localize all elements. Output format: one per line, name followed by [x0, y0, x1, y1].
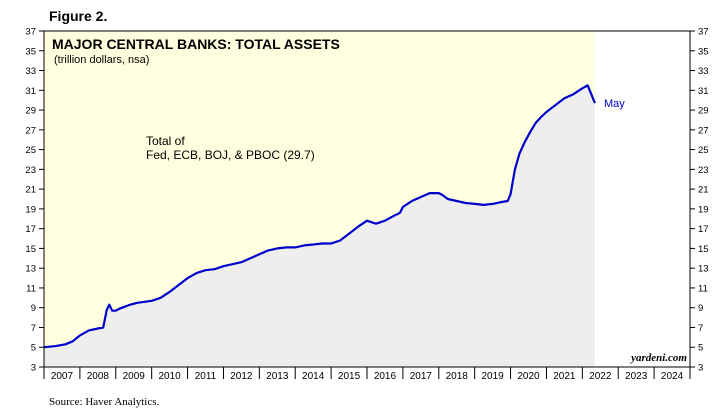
x-tick-label: 2016: [374, 371, 397, 382]
x-tick-label: 2019: [481, 371, 504, 382]
y-tick-label-left: 25: [25, 145, 36, 156]
y-tick-label-left: 3: [31, 363, 36, 374]
y-tick-label-right: 9: [698, 303, 703, 314]
y-tick-label-left: 35: [25, 46, 36, 57]
y-tick-label-right: 25: [698, 145, 709, 156]
x-tick-label: 2013: [266, 371, 289, 382]
x-tick-label: 2017: [410, 371, 433, 382]
x-tick-label: 2021: [553, 371, 576, 382]
y-tick-label-right: 3: [698, 363, 703, 374]
y-tick-label-right: 33: [698, 66, 709, 77]
y-tick-label-right: 23: [698, 165, 709, 176]
x-tick-label: 2008: [87, 371, 110, 382]
y-tick-label-left: 31: [25, 86, 36, 97]
y-tick-label-left: 13: [25, 264, 36, 275]
y-tick-label-left: 19: [25, 204, 36, 215]
y-tick-label-right: 31: [698, 86, 709, 97]
y-tick-label-left: 15: [25, 244, 36, 255]
x-tick-label: 2023: [625, 371, 648, 382]
x-tick-label: 2024: [661, 371, 684, 382]
y-tick-label-left: 5: [31, 343, 36, 354]
end-label: May: [604, 98, 625, 110]
y-tick-label-right: 21: [698, 185, 709, 196]
series-path: [43, 84, 596, 349]
y-tick-label-left: 37: [25, 27, 36, 38]
y-tick-label-left: 21: [25, 185, 36, 196]
y-tick-label-right: 5: [698, 343, 703, 354]
x-tick-label: 2012: [230, 371, 253, 382]
y-tick-label-right: 29: [698, 106, 709, 117]
y-tick-label-right: 35: [698, 46, 709, 57]
x-tick-label: 2009: [123, 371, 146, 382]
annotation-line-2: Fed, ECB, BOJ, & PBOC (29.7): [146, 148, 315, 162]
x-tick-label: 2022: [589, 371, 612, 382]
y-tick-label-left: 9: [31, 303, 36, 314]
chart-subtitle: (trillion dollars, nsa): [54, 54, 149, 66]
annotation-line-1: Total of: [146, 134, 185, 148]
series-line: [43, 84, 596, 349]
y-tick-label-right: 15: [698, 244, 709, 255]
chart-text: MAJOR CENTRAL BANKS: TOTAL ASSETS (trill…: [52, 36, 687, 364]
y-tick-label-right: 37: [698, 27, 709, 38]
y-tick-label-right: 13: [698, 264, 709, 275]
y-tick-label-left: 23: [25, 165, 36, 176]
x-tick-label: 2014: [302, 371, 325, 382]
x-tick-label: 2020: [517, 371, 540, 382]
y-tick-label-left: 17: [25, 224, 36, 235]
y-tick-label-right: 17: [698, 224, 709, 235]
area-polygon: [44, 85, 595, 368]
x-tick-label: 2018: [446, 371, 469, 382]
x-tick-label: 2007: [51, 371, 74, 382]
x-ticks: 2007 2008 2009 2010 2011 2012 2013 2014 2015 2016…: [43, 367, 691, 382]
y-tick-label-left: 7: [31, 323, 36, 334]
x-tick-label: 2010: [158, 371, 181, 382]
source-note: Source: Haver Analytics.: [49, 396, 160, 408]
y-tick-label-right: 27: [698, 125, 709, 136]
watermark: yardeni.com: [629, 352, 687, 364]
y-tick-label-right: 19: [698, 204, 709, 215]
y-tick-label-left: 33: [25, 66, 36, 77]
y-tick-label-right: 7: [698, 323, 703, 334]
x-tick-label: 2015: [338, 371, 361, 382]
x-tick-label: 2011: [195, 371, 217, 382]
y-tick-label-right: 11: [698, 283, 708, 294]
y-tick-label-left: 29: [25, 106, 36, 117]
figure-label: Figure 2.: [49, 8, 108, 24]
area-fill: [44, 85, 595, 368]
y-tick-label-left: 27: [25, 125, 36, 136]
chart-title: MAJOR CENTRAL BANKS: TOTAL ASSETS: [52, 36, 340, 52]
y-tick-label-left: 11: [26, 283, 36, 294]
